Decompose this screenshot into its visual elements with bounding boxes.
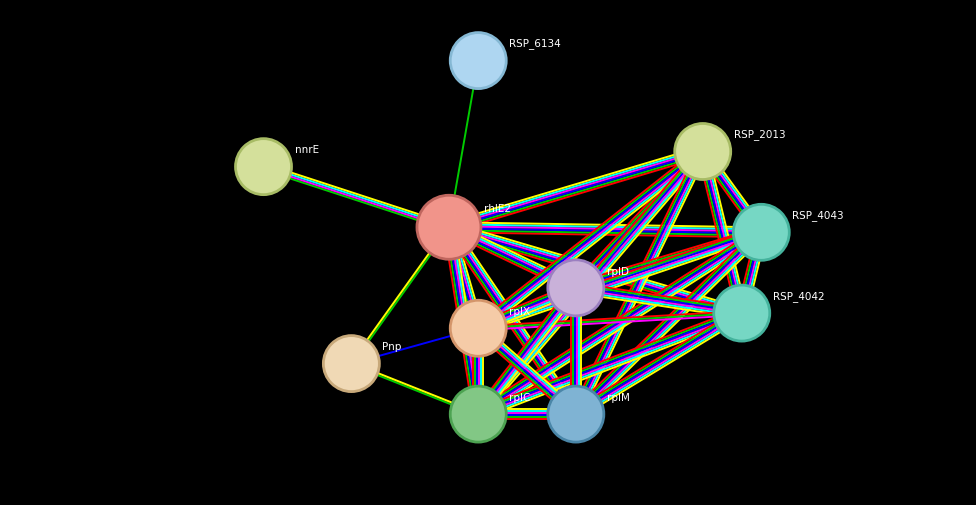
Text: rplM: rplM	[607, 393, 630, 403]
Text: RSP_2013: RSP_2013	[734, 129, 786, 140]
Circle shape	[450, 300, 507, 356]
Text: rplD: rplD	[607, 267, 629, 277]
Circle shape	[235, 139, 292, 194]
Text: nnrE: nnrE	[295, 145, 318, 156]
Circle shape	[450, 33, 507, 88]
Circle shape	[733, 205, 790, 260]
Circle shape	[417, 195, 481, 259]
Text: RSP_4042: RSP_4042	[773, 291, 825, 302]
Circle shape	[548, 386, 604, 442]
Circle shape	[548, 260, 604, 316]
Text: rplX: rplX	[509, 307, 530, 317]
Text: RSP_6134: RSP_6134	[509, 38, 561, 49]
Text: RSP_4043: RSP_4043	[793, 210, 844, 221]
Circle shape	[674, 124, 731, 179]
Circle shape	[323, 336, 380, 391]
Text: rplC: rplC	[509, 393, 531, 403]
Text: Pnp: Pnp	[383, 342, 402, 352]
Text: rhlE2: rhlE2	[484, 205, 511, 215]
Circle shape	[450, 386, 507, 442]
Circle shape	[713, 285, 770, 341]
